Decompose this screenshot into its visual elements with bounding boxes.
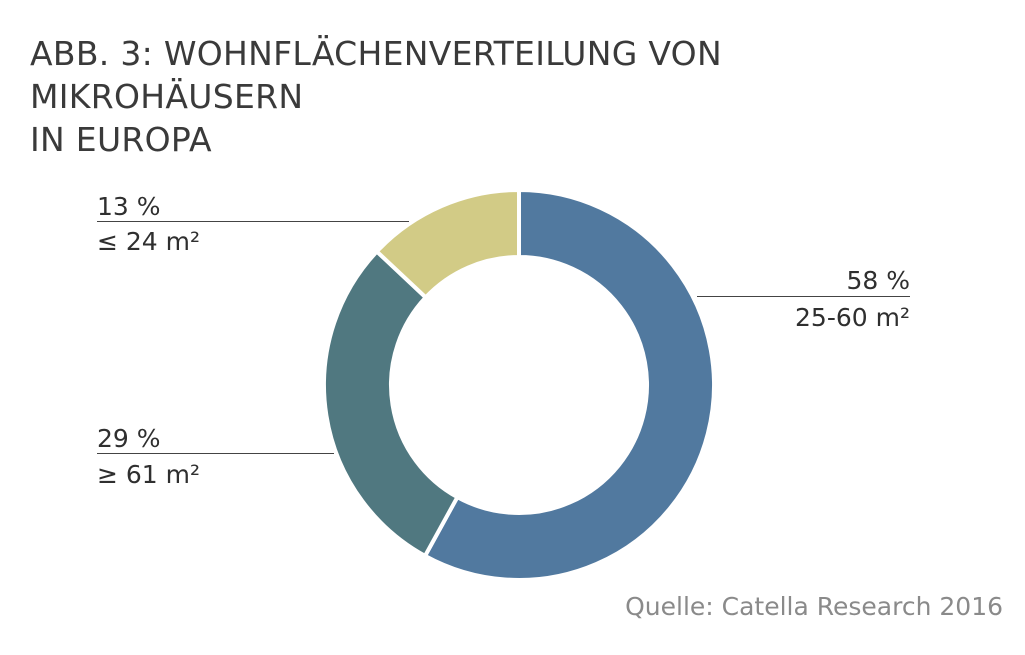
source-note: Quelle: Catella Research 2016 bbox=[625, 592, 1003, 621]
leader-line-25-60 bbox=[697, 296, 910, 297]
leader-line-le-24 bbox=[97, 221, 409, 222]
slice-label-percent-ge-61: 29 % bbox=[97, 424, 161, 453]
slice-ge-61 bbox=[322, 248, 461, 559]
chart-title: ABB. 3: WOHNFLÄCHENVERTEILUNG VON MIKROH… bbox=[30, 32, 990, 161]
leader-line-ge-61 bbox=[97, 453, 334, 454]
chart-title-line-1: ABB. 3: WOHNFLÄCHENVERTEILUNG VON MIKROH… bbox=[30, 34, 722, 116]
slice-label-range-ge-61: ≥ 61 m² bbox=[97, 460, 201, 489]
slice-le-24 bbox=[374, 187, 521, 301]
chart-title-line-2: IN EUROPA bbox=[30, 120, 212, 159]
slice-label-percent-le-24: 13 % bbox=[97, 192, 161, 221]
slice-25-60 bbox=[422, 187, 716, 582]
slice-label-percent-25-60: 58 % bbox=[846, 266, 910, 295]
slice-label-range-25-60: 25-60 m² bbox=[795, 303, 910, 332]
slice-label-range-le-24: ≤ 24 m² bbox=[97, 227, 201, 256]
